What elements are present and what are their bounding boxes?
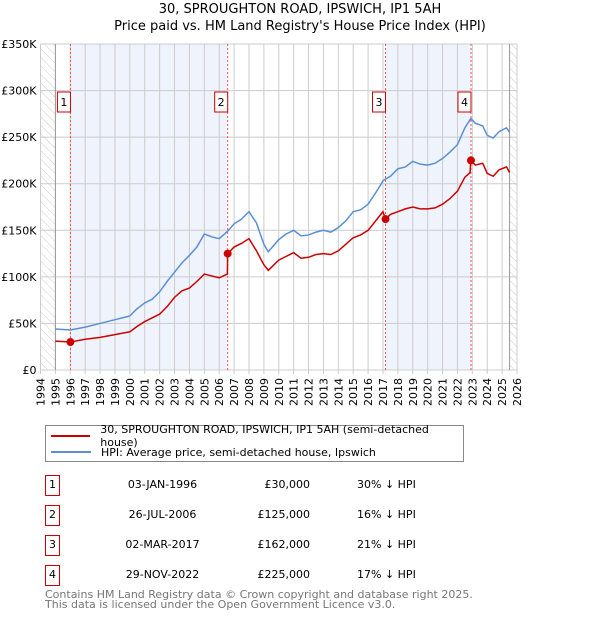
sale-row: 3 02-MAR-2017 £162,000 21% ↓ HPI — [45, 535, 445, 557]
legend-item-hpi: HPI: Average price, semi-detached house,… — [51, 444, 376, 460]
sale-point — [66, 338, 75, 347]
x-tick-label: 2003 — [169, 378, 182, 406]
x-tick-label: 2008 — [243, 378, 256, 406]
x-tick-label: 2016 — [362, 378, 375, 406]
sale-number: 3 — [45, 535, 60, 556]
sale-label: 2 — [218, 96, 225, 109]
y-tick-label: £350K — [1, 38, 37, 51]
x-tick-label: 2006 — [213, 378, 226, 406]
sale-price: £30,000 — [264, 478, 311, 491]
sale-hpi-diff: 16% ↓ HPI — [357, 508, 416, 521]
sale-date: 26-JUL-2006 — [128, 508, 197, 521]
sale-label-box — [372, 91, 387, 113]
x-tick-label: 2010 — [273, 378, 286, 406]
red-line-swatch — [51, 435, 91, 437]
y-tick-label: £50K — [8, 317, 37, 330]
x-tick-label: 2021 — [437, 378, 450, 406]
ownership-shade — [385, 44, 471, 370]
blue-line-swatch — [51, 451, 91, 453]
sale-point — [466, 156, 475, 165]
sale-date: 29-NOV-2022 — [125, 568, 200, 581]
footer-line: Contains HM Land Registry data © Crown c… — [45, 588, 473, 601]
sale-number: 2 — [45, 505, 60, 526]
no-data-hatch — [509, 44, 517, 370]
sale-label: 4 — [461, 96, 468, 109]
footer: Contains HM Land Registry data © Crown c… — [45, 588, 473, 611]
y-tick-label: £0 — [23, 364, 37, 377]
price-chart: 1994 1995 1996 1997 1998 1999 2000 2001 2002 2003… — [1, 38, 524, 406]
no-data-hatch — [40, 44, 56, 370]
hpi-line — [55, 117, 511, 331]
legend: 30, SPROUGHTON ROAD, IPSWICH, IP1 5AH (s… — [45, 423, 464, 462]
x-tick-label: 1995 — [49, 378, 62, 406]
sale-hpi-diff: 30% ↓ HPI — [357, 478, 416, 491]
x-tick-label: 2011 — [288, 378, 301, 406]
sale-hpi-diff: 17% ↓ HPI — [357, 568, 416, 581]
x-tick-label: 2026 — [511, 378, 524, 406]
y-tick-label: £300K — [1, 85, 37, 98]
sale-row: 1 03-JAN-1996 £30,000 30% ↓ HPI — [45, 475, 445, 497]
x-tick-label: 2007 — [228, 378, 241, 406]
legend-item-property: 30, SPROUGHTON ROAD, IPSWICH, IP1 5AH (s… — [51, 423, 463, 449]
x-tick-label: 2000 — [124, 378, 137, 406]
chart-title: 30, SPROUGHTON ROAD, IPSWICH, IP1 5AH — [158, 2, 442, 17]
x-tick-label: 1994 — [35, 378, 48, 406]
sale-price: £225,000 — [257, 568, 311, 581]
sale-hpi-diff: 21% ↓ HPI — [357, 538, 416, 551]
sale-row: 2 26-JUL-2006 £125,000 16% ↓ HPI — [45, 505, 445, 527]
x-tick-label: 2013 — [317, 378, 330, 406]
x-tick-label: 1999 — [109, 378, 122, 406]
sale-price: £125,000 — [257, 508, 311, 521]
sale-point — [381, 215, 390, 224]
x-tick-label: 2018 — [392, 378, 405, 406]
property-price-line — [55, 158, 511, 343]
sale-date: 03-JAN-1996 — [127, 478, 198, 491]
sale-number: 1 — [45, 475, 60, 496]
chart-subtitle: Price paid vs. HM Land Registry's House … — [114, 19, 486, 34]
legend-label: HPI: Average price, semi-detached house,… — [101, 445, 376, 459]
x-tick-label: 2014 — [332, 378, 345, 406]
x-tick-label: 2009 — [258, 378, 271, 406]
x-tick-label: 2020 — [422, 378, 435, 406]
x-tick-label: 2024 — [481, 378, 494, 406]
x-tick-label: 1996 — [64, 378, 77, 406]
x-tick-label: 1997 — [79, 378, 92, 406]
sale-row: 4 29-NOV-2022 £225,000 17% ↓ HPI — [45, 565, 445, 587]
sale-price: £162,000 — [257, 538, 311, 551]
y-tick-label: £100K — [1, 271, 37, 284]
ownership-shade — [70, 44, 228, 370]
x-tick-label: 2025 — [496, 378, 509, 406]
sale-number: 4 — [45, 565, 60, 586]
x-tick-label: 2017 — [377, 378, 390, 406]
x-tick-label: 2012 — [303, 378, 316, 406]
sale-label-box — [457, 91, 472, 113]
x-tick-label: 2019 — [407, 378, 420, 406]
sale-label: 3 — [376, 96, 383, 109]
x-tick-label: 2004 — [183, 378, 196, 406]
x-tick-label: 2015 — [347, 378, 360, 406]
x-tick-label: 1998 — [94, 378, 107, 406]
y-tick-label: £250K — [1, 131, 37, 144]
sale-label-box — [214, 91, 229, 113]
sale-label: 1 — [60, 96, 67, 109]
footer-line: This data is licensed under the Open Gov… — [45, 598, 396, 611]
sale-point — [223, 249, 232, 258]
sale-date: 02-MAR-2017 — [125, 538, 200, 551]
x-tick-label: 2022 — [451, 378, 464, 406]
x-tick-label: 2023 — [466, 378, 479, 406]
y-tick-label: £150K — [1, 224, 37, 237]
legend-label: 30, SPROUGHTON ROAD, IPSWICH, IP1 5AH (s… — [100, 423, 429, 449]
x-tick-label: 2005 — [198, 378, 211, 406]
x-tick-label: 2002 — [154, 378, 167, 406]
y-tick-label: £200K — [1, 178, 37, 191]
x-tick-label: 2001 — [139, 378, 152, 406]
sale-label-box — [56, 91, 71, 113]
